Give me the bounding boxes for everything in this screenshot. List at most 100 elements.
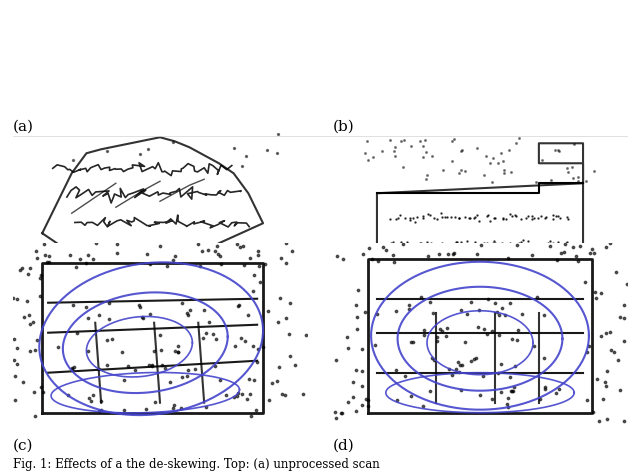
Point <box>232 240 242 248</box>
Point <box>460 168 470 175</box>
Point <box>141 406 152 413</box>
Point <box>512 241 522 249</box>
Point <box>621 280 632 288</box>
Point <box>449 135 459 142</box>
Point <box>244 307 254 315</box>
Point <box>506 387 516 395</box>
Text: (d): (d) <box>333 438 355 452</box>
Point <box>496 388 506 396</box>
Point <box>86 397 96 405</box>
Point <box>201 329 211 337</box>
Point <box>182 367 193 374</box>
Point <box>19 313 29 321</box>
Point <box>68 302 78 309</box>
Point <box>569 140 579 148</box>
Point <box>444 250 454 258</box>
Point <box>44 258 54 266</box>
Point <box>232 393 243 400</box>
Point <box>478 372 488 379</box>
Point <box>246 413 257 420</box>
Point <box>391 366 401 374</box>
Point <box>500 280 511 288</box>
Point <box>605 347 616 354</box>
Point <box>360 308 370 316</box>
Point <box>25 347 35 355</box>
Point <box>88 255 98 263</box>
Point <box>374 303 385 310</box>
Point <box>568 163 578 171</box>
Point <box>421 175 431 183</box>
Point <box>238 311 248 318</box>
Point <box>388 251 399 259</box>
Point <box>159 318 170 326</box>
Point <box>504 299 515 307</box>
Point <box>221 392 231 399</box>
Point <box>485 307 495 315</box>
Point <box>36 271 46 279</box>
Point <box>232 302 243 310</box>
Point <box>596 332 606 340</box>
Point <box>552 310 562 317</box>
Point <box>612 357 623 364</box>
Point <box>352 285 362 292</box>
Point <box>497 304 507 312</box>
Point <box>503 403 513 410</box>
Point <box>444 365 454 373</box>
Point <box>68 157 78 164</box>
Point <box>276 254 286 262</box>
Point <box>349 292 359 300</box>
Point <box>241 395 252 403</box>
Point <box>362 137 372 145</box>
Point <box>562 164 572 172</box>
Point <box>239 337 250 345</box>
Point <box>438 166 448 173</box>
Point <box>9 356 19 364</box>
Point <box>449 249 460 257</box>
Point <box>190 365 200 372</box>
Point <box>167 317 177 325</box>
Point <box>488 155 498 162</box>
Point <box>490 299 500 307</box>
Point <box>168 139 178 146</box>
Point <box>385 136 395 143</box>
Point <box>24 312 34 319</box>
Point <box>370 341 380 348</box>
Point <box>195 318 205 326</box>
Point <box>529 342 539 350</box>
Point <box>253 262 264 269</box>
Point <box>577 280 588 288</box>
Point <box>65 251 75 258</box>
Point <box>102 337 112 344</box>
Point <box>388 258 399 266</box>
Point <box>540 383 550 390</box>
Point <box>455 361 465 368</box>
Point <box>81 303 91 311</box>
Point <box>484 159 495 167</box>
Point <box>199 306 209 314</box>
Point <box>588 408 598 416</box>
Point <box>72 329 83 337</box>
Point <box>203 318 213 326</box>
Point <box>238 242 248 250</box>
Point <box>512 336 522 344</box>
Point <box>83 315 93 322</box>
Point <box>94 312 104 319</box>
Point <box>29 412 40 420</box>
Point <box>215 252 225 260</box>
Point <box>367 255 377 262</box>
Point <box>361 395 371 402</box>
Point <box>420 148 431 156</box>
Point <box>76 256 86 263</box>
Point <box>219 318 229 326</box>
Point <box>281 314 291 322</box>
Point <box>9 335 19 343</box>
Point <box>618 417 628 425</box>
Point <box>38 388 48 396</box>
Point <box>550 147 560 154</box>
Point <box>493 369 504 377</box>
Point <box>250 377 260 384</box>
Point <box>104 299 115 307</box>
Point <box>31 247 41 254</box>
Point <box>531 178 541 186</box>
Point <box>244 375 254 383</box>
